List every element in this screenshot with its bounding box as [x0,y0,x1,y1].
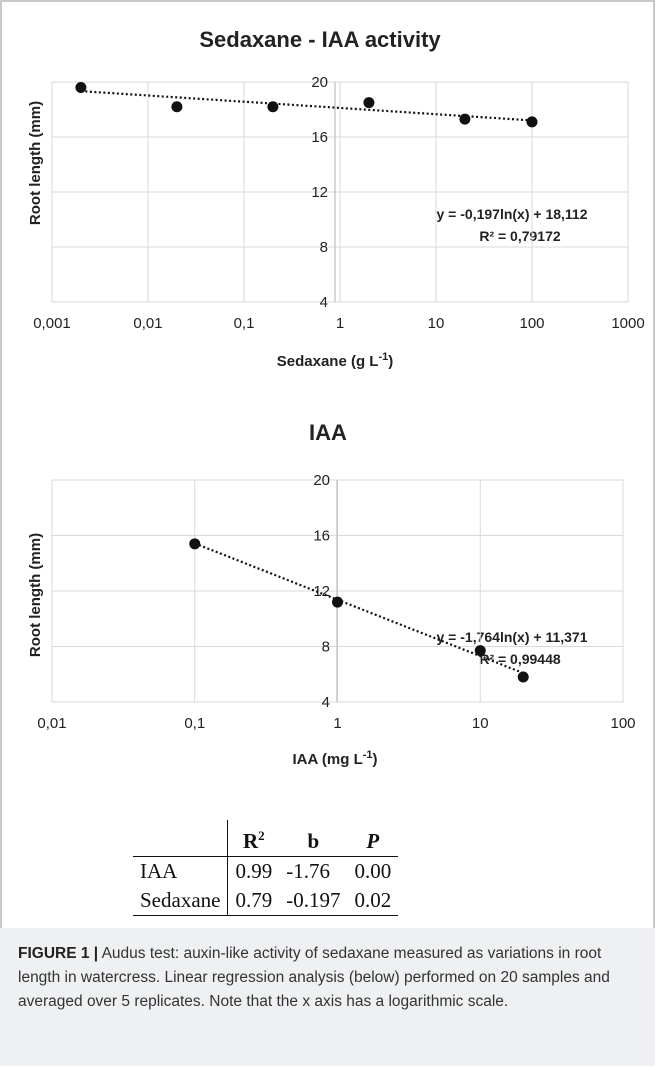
row-p: 0.00 [354,859,392,883]
chart-title: IAA [309,420,347,445]
table-header-p: P [366,828,380,853]
data-point [171,101,183,113]
row-b: -1.76 [286,859,330,883]
x-tick-label: 1000 [611,315,644,332]
x-tick-label: 1 [336,315,344,332]
x-tick-label: 0,1 [184,715,205,732]
x-tick-label: 0,01 [37,715,66,732]
y-tick-label: 4 [322,694,330,711]
r-header-sup: 2 [258,828,265,843]
y-tick-label: 16 [313,528,330,545]
y-axis-label: Root length (mm) [27,533,44,657]
row-p: 0.02 [354,888,392,912]
trendline [194,542,524,675]
x-axis-label-text: IAA (mg L [292,751,362,768]
table-header-r2: R2 [228,820,279,857]
x-axis-label-text: Sedaxane (g L [277,353,379,370]
data-point [517,671,529,683]
data-point [267,101,279,113]
x-tick-label: 0,1 [234,315,255,332]
figure-caption: FIGURE 1 | Audus test: auxin-like activi… [0,928,655,1066]
regression-results-table: R2 b P IAA 0.99 -1.76 0.00 Sedaxane 0.79… [133,820,399,916]
data-point [332,596,343,608]
table-header-blank [133,820,229,857]
y-tick-label: 12 [313,583,330,600]
data-point [474,645,486,657]
x-tick-label: 100 [610,715,635,732]
x-tick-label: 0,001 [33,315,71,332]
y-tick-label: 8 [320,239,328,256]
y-tick-label: 20 [313,472,330,489]
data-point [526,116,538,128]
row-label: IAA [133,856,229,886]
x-axis-label-sup: -1 [363,749,373,761]
row-label: Sedaxane [133,886,229,916]
trendline [80,90,533,122]
table-row: IAA 0.99 -1.76 0.00 [133,856,398,886]
y-tick-label: 20 [311,74,328,91]
x-tick-label: 0,01 [133,315,162,332]
sedaxane-chart: Sedaxane - IAA activity Root length (mm)… [27,27,645,370]
r-header-text: R [243,829,259,853]
data-point [363,97,375,109]
x-axis-label: IAA (mg L-1) [292,749,377,768]
x-axis-label: Sedaxane (g L-1) [277,351,393,370]
x-tick-label: 10 [472,715,489,732]
table-row: Sedaxane 0.79 -0.197 0.02 [133,886,399,916]
x-tick-label: 1 [333,715,341,732]
data-point [189,538,201,550]
data-point [459,113,471,125]
y-tick-label: 16 [311,129,328,146]
x-axis-label-end: ) [388,353,393,370]
row-b: -0.197 [286,888,341,912]
y-tick-label: 12 [311,184,328,201]
table-header-row: R2 b P [133,820,399,857]
r-squared-label: R² = 0,99448 [479,651,561,667]
trend-equation: y = -1,764ln(x) + 11,371 [437,629,588,645]
x-axis-label-sup: -1 [378,351,388,363]
caption-label: FIGURE 1 | [18,945,99,962]
x-tick-label: 10 [428,315,445,332]
data-point [75,82,87,93]
row-r2: 0.79 [235,888,273,912]
y-tick-label: 8 [322,639,330,656]
y-axis-label: Root length (mm) [27,101,44,225]
row-r2: 0.99 [235,859,273,883]
trend-equation: y = -0,197ln(x) + 18,112 [437,206,588,222]
r-squared-label: R² = 0,79172 [479,228,561,244]
x-tick-label: 100 [519,315,544,332]
chart-title: Sedaxane - IAA activity [199,27,441,52]
y-tick-label: 4 [320,294,328,311]
x-axis-label-end: ) [373,751,378,768]
caption-text: Audus test: auxin-like activity of sedax… [18,945,610,1010]
table-header-b: b [307,828,320,853]
iaa-chart: IAA Root length (mm) IAA (mg L-1) y = -1… [27,420,636,768]
